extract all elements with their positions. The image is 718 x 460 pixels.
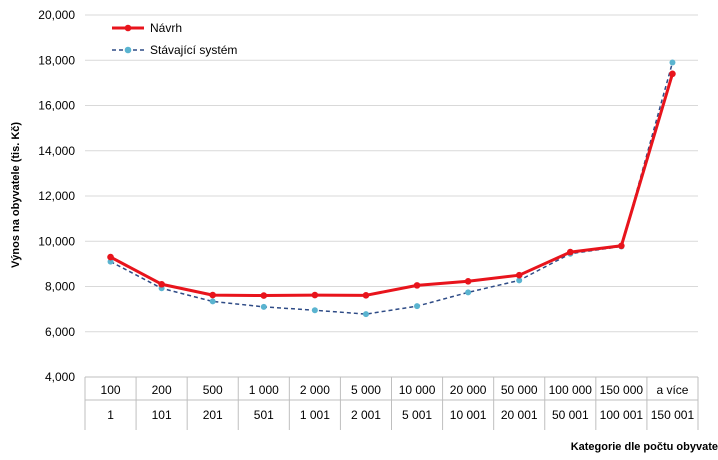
- data-point-navrh: [464, 277, 472, 285]
- data-point-navrh: [566, 248, 574, 256]
- y-tick-label: 4,000: [45, 370, 75, 384]
- x-category-label-lower: 201: [203, 408, 223, 422]
- data-point-navrh: [515, 271, 523, 279]
- legend-label: Návrh: [150, 21, 182, 35]
- x-category-label-lower: 10 001: [450, 408, 487, 422]
- data-point-stavajici: [260, 303, 267, 310]
- x-category-label-upper: 100: [101, 383, 121, 397]
- x-category-label-lower: 150 001: [651, 408, 695, 422]
- data-point-stavajici: [209, 298, 216, 305]
- x-category-label-lower: 1 001: [300, 408, 330, 422]
- x-category-label-upper: 10 000: [399, 383, 436, 397]
- data-point-navrh: [209, 291, 217, 299]
- data-point-stavajici: [669, 59, 676, 66]
- x-category-label-upper: 20 000: [450, 383, 487, 397]
- legend-marker: [124, 24, 132, 32]
- y-tick-label: 10,000: [38, 234, 75, 248]
- series-line-stavajici: [110, 62, 674, 315]
- x-category-label-upper: 50 000: [501, 383, 538, 397]
- x-category-label-lower: 501: [254, 408, 274, 422]
- x-category-label-lower: 50 001: [552, 408, 589, 422]
- data-point-navrh: [107, 253, 114, 261]
- legend: Návrh Stávající systém: [112, 21, 237, 57]
- data-point-navrh: [618, 242, 625, 250]
- x-category-label-lower: 100 001: [600, 408, 644, 422]
- x-category-label-lower: 2 001: [351, 408, 381, 422]
- data-point-navrh: [260, 292, 268, 299]
- y-tick-label: 8,000: [45, 280, 75, 294]
- data-point-stavajici: [465, 289, 472, 296]
- gridlines: [85, 14, 698, 378]
- x-category-label-upper: 150 000: [600, 383, 644, 397]
- y-tick-label: 20,000: [38, 8, 75, 22]
- legend-label: Stávající systém: [150, 43, 237, 57]
- series-line-navrh: [109, 73, 674, 298]
- y-tick-label: 16,000: [38, 99, 75, 113]
- x-category-label-upper: 2 000: [300, 383, 330, 397]
- x-category-label-upper: 500: [203, 383, 223, 397]
- legend-marker: [124, 46, 132, 54]
- data-point-navrh: [311, 291, 319, 299]
- x-category-label-lower: 1: [107, 408, 114, 422]
- data-point-stavajici: [362, 311, 369, 318]
- series-group: [107, 59, 676, 318]
- x-axis: 100 200 500 1 000 2 000 5 000 10 000 20 000 50 0…: [84, 376, 699, 430]
- data-point-stavajici: [107, 258, 114, 265]
- x-category-label-upper: 200: [152, 383, 172, 397]
- y-tick-label: 18,000: [38, 53, 75, 67]
- x-category-label-upper: 100 000: [549, 383, 593, 397]
- data-point-navrh: [669, 70, 676, 78]
- data-point-navrh: [413, 282, 421, 289]
- y-tick-label: 14,000: [38, 144, 75, 158]
- x-category-label-lower: 101: [152, 408, 172, 422]
- x-axis-title: Kategorie dle počtu obyvate: [571, 441, 718, 453]
- data-point-navrh: [362, 292, 370, 299]
- y-axis-title: Výnos na obyvatele (tis. Kč): [10, 122, 22, 268]
- data-point-stavajici: [516, 277, 523, 284]
- data-point-stavajici: [414, 303, 421, 310]
- data-point-stavajici: [311, 307, 318, 314]
- y-tick-label: 12,000: [38, 189, 75, 203]
- y-axis: 4,000 6,000 8,000 10,000 12,000 14,000 16,000 1…: [38, 8, 75, 384]
- y-tick-label: 6,000: [45, 325, 75, 339]
- x-category-label-lower: 5 001: [402, 408, 432, 422]
- x-category-label-upper: 5 000: [351, 383, 381, 397]
- x-category-label-upper: 1 000: [249, 383, 279, 397]
- data-point-navrh: [158, 280, 165, 288]
- x-category-label-lower: 20 001: [501, 408, 538, 422]
- x-category-label-upper: a více: [656, 383, 688, 397]
